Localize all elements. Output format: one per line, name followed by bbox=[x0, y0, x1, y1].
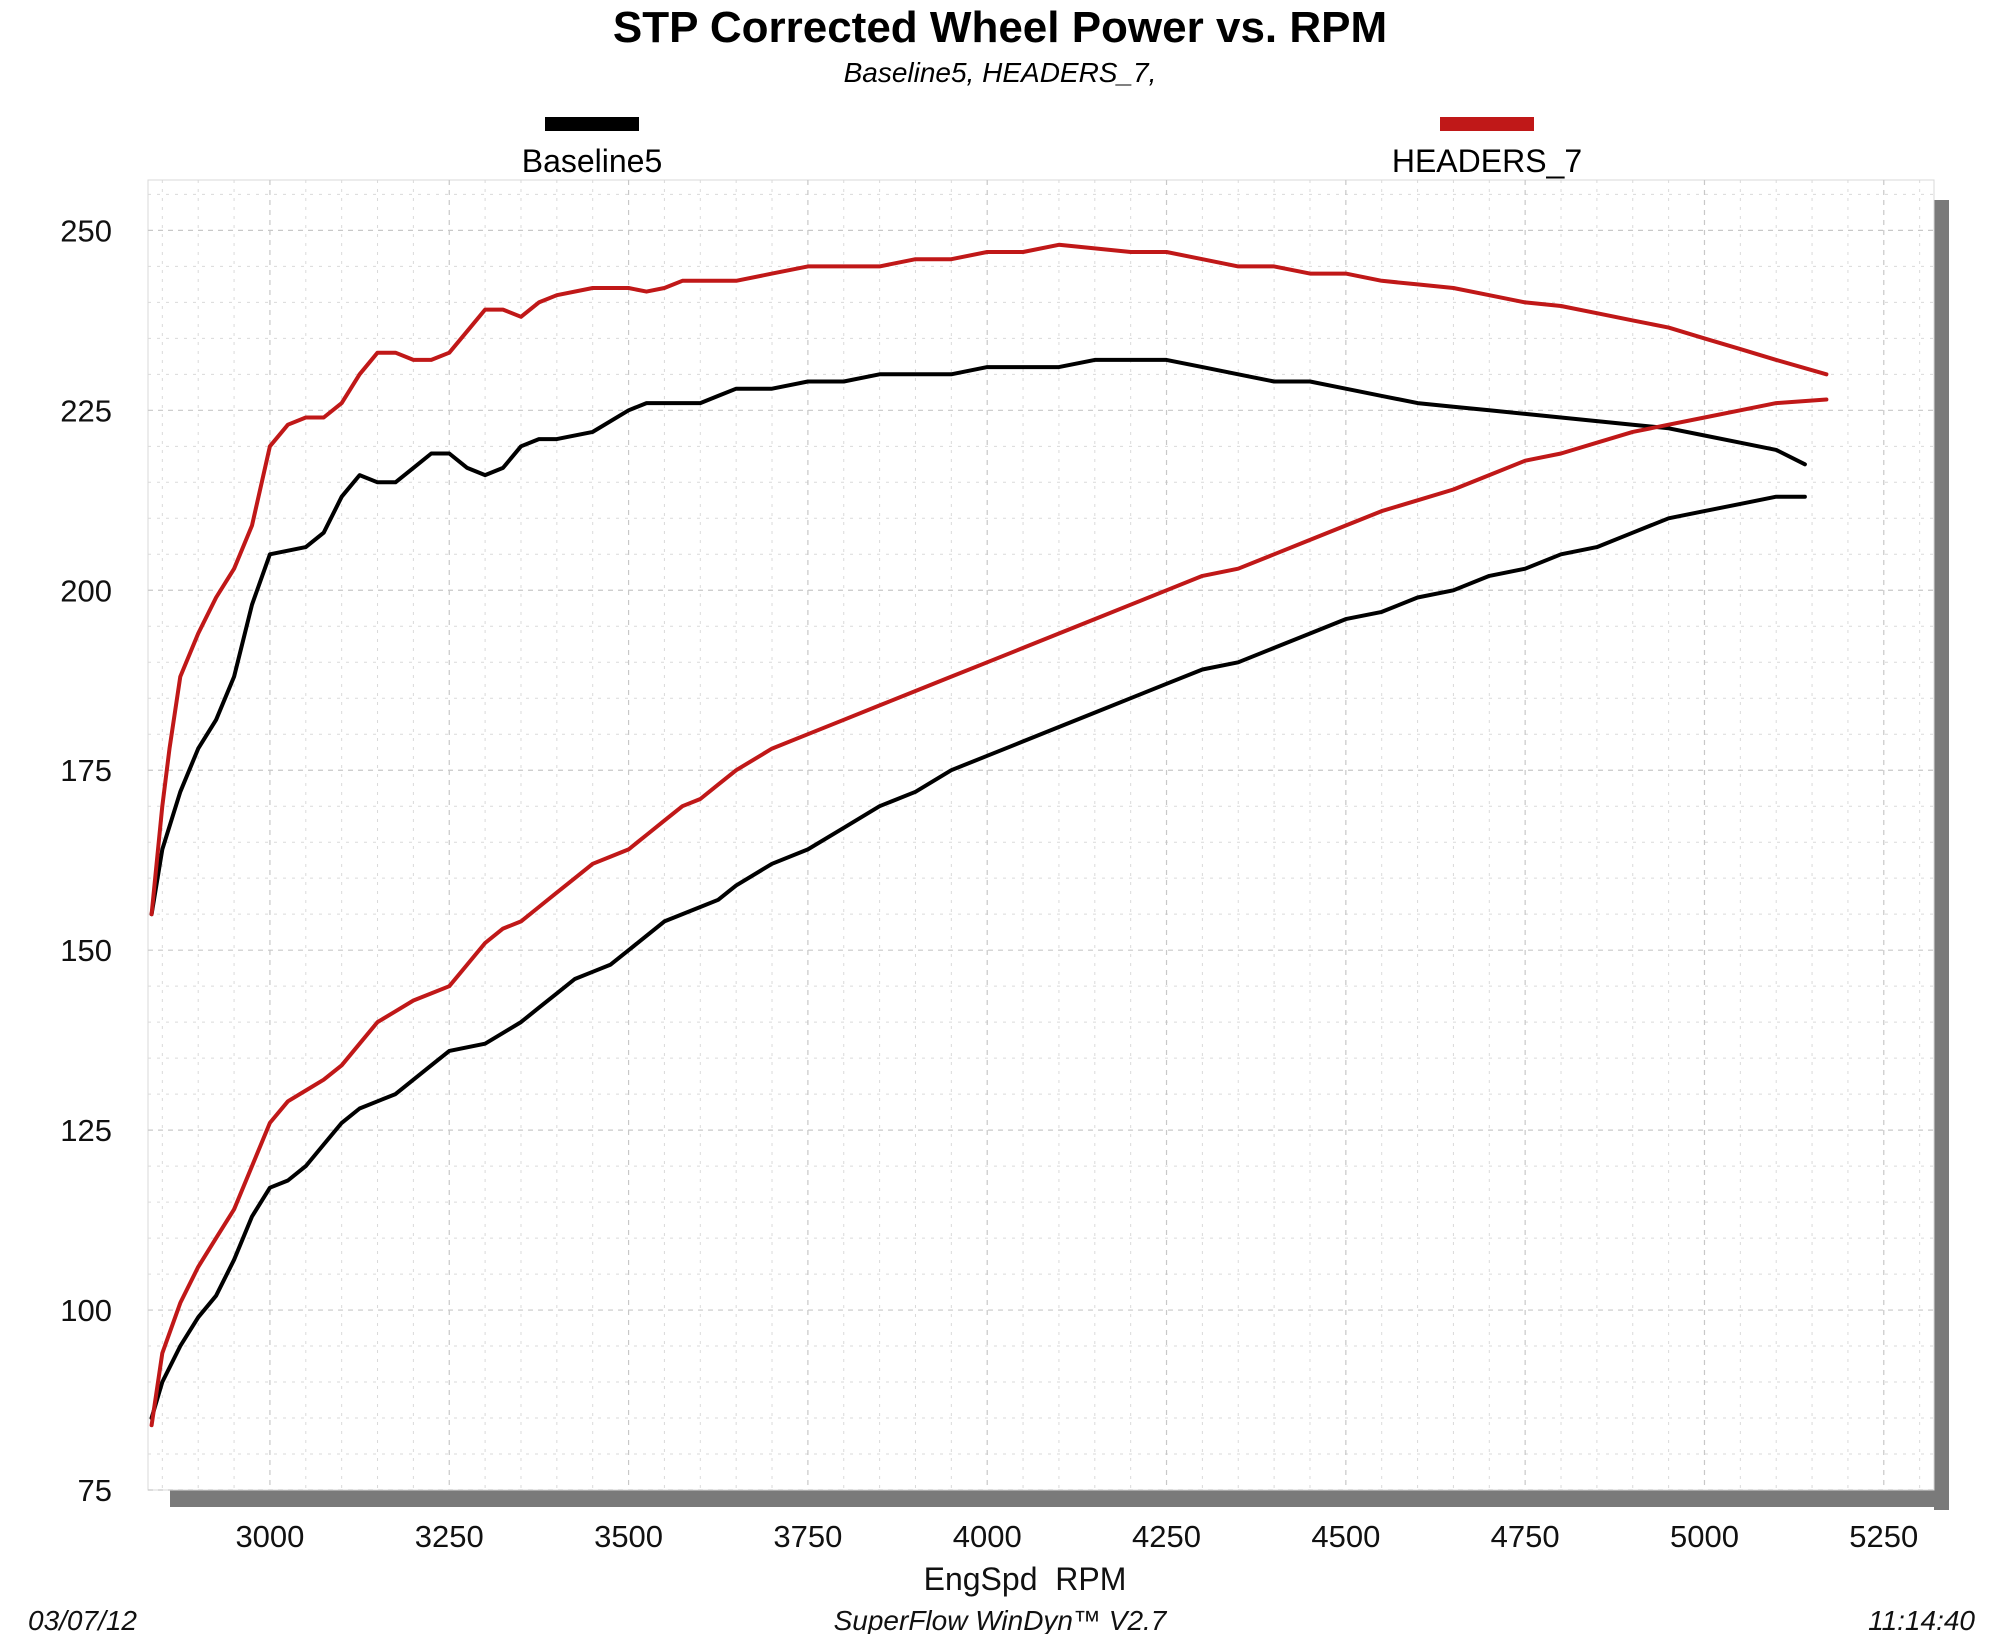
legend-label-baseline5: Baseline5 bbox=[522, 143, 663, 179]
x-tick-label: 4250 bbox=[1132, 1519, 1201, 1554]
series-group bbox=[149, 242, 1829, 1428]
x-tick-label: 5250 bbox=[1849, 1519, 1918, 1554]
footer-date: 03/07/12 bbox=[28, 1605, 137, 1634]
plot-shadow-bottom bbox=[170, 1490, 1949, 1507]
x-tick-label: 4000 bbox=[953, 1519, 1022, 1554]
y-tick-label: 150 bbox=[60, 933, 112, 968]
legend: Baseline5 HEADERS_7 bbox=[522, 117, 1582, 179]
plot-shadow-right bbox=[1934, 200, 1949, 1510]
y-tick-label: 175 bbox=[60, 753, 112, 788]
footer-software: SuperFlow WinDyn™ V2.7 bbox=[834, 1605, 1168, 1634]
y-tick-label: 250 bbox=[60, 213, 112, 248]
legend-swatch-baseline5 bbox=[545, 117, 639, 131]
y-axis: 75 100 125 150 175 200 225 250 bbox=[60, 213, 112, 1508]
x-axis-title: EngSpd RPM bbox=[924, 1561, 1127, 1597]
y-tick-label: 200 bbox=[60, 573, 112, 608]
plot-area bbox=[147, 179, 1935, 1491]
series-line-headers-7-0 bbox=[149, 242, 1829, 917]
x-tick-label: 4500 bbox=[1311, 1519, 1380, 1554]
footer-time: 11:14:40 bbox=[1868, 1605, 1975, 1634]
y-tick-label: 75 bbox=[78, 1473, 112, 1508]
series-line-baseline5-1 bbox=[149, 494, 1807, 1420]
x-tick-label: 3000 bbox=[235, 1519, 304, 1554]
series-line-baseline5-0 bbox=[149, 357, 1807, 917]
x-tick-label: 5000 bbox=[1670, 1519, 1739, 1554]
series-line-headers-7-1 bbox=[149, 397, 1829, 1428]
x-tick-label: 3500 bbox=[594, 1519, 663, 1554]
x-tick-label: 4750 bbox=[1491, 1519, 1560, 1554]
x-tick-label: 3250 bbox=[415, 1519, 484, 1554]
legend-label-headers7: HEADERS_7 bbox=[1392, 143, 1582, 179]
y-tick-label: 225 bbox=[60, 393, 112, 428]
x-axis: 3000 3250 3500 3750 4000 4250 4500 4750 5000 5250 bbox=[235, 1519, 1918, 1554]
y-tick-label: 125 bbox=[60, 1113, 112, 1148]
legend-swatch-headers7 bbox=[1440, 117, 1534, 131]
y-tick-label: 100 bbox=[60, 1293, 112, 1328]
chart-title: STP Corrected Wheel Power vs. RPM bbox=[613, 3, 1387, 52]
x-tick-label: 3750 bbox=[773, 1519, 842, 1554]
chart-subtitle: Baseline5, HEADERS_7, bbox=[844, 57, 1157, 88]
